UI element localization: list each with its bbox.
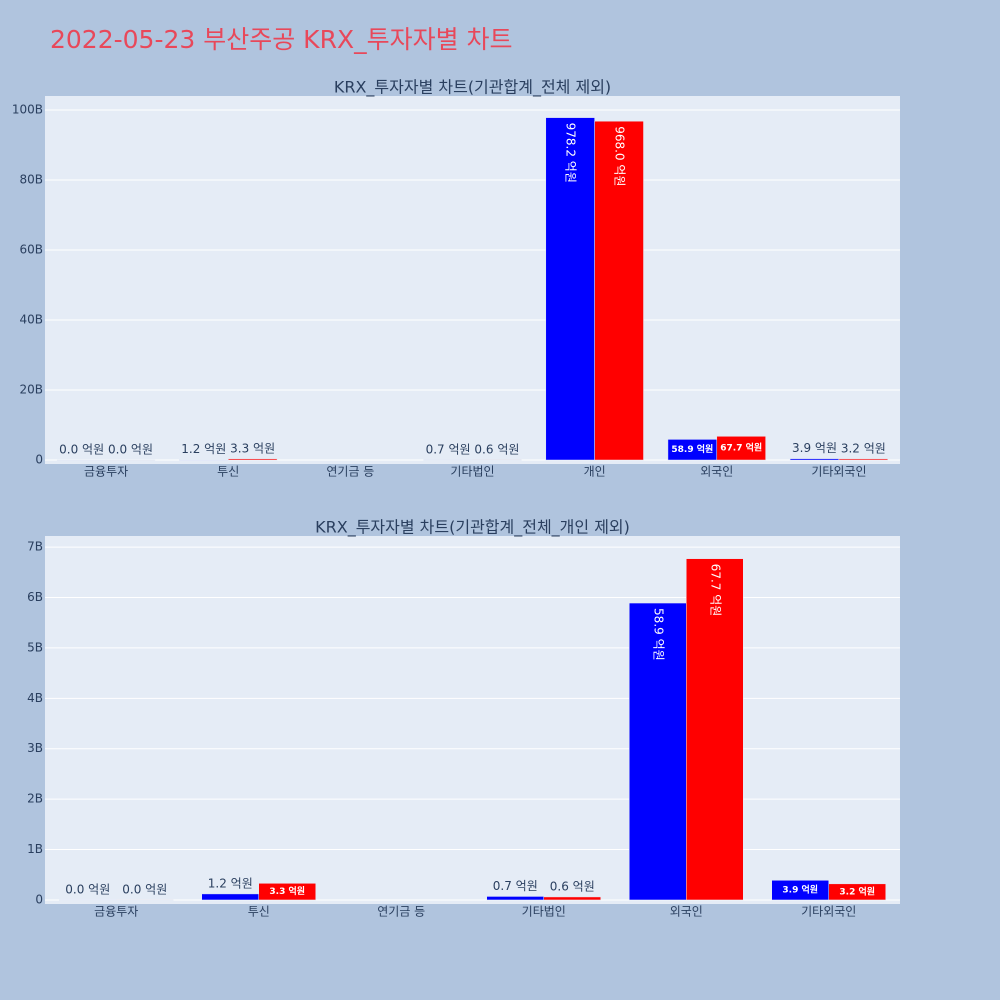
- y-tick-label: 1B: [27, 842, 43, 856]
- bar: [594, 120, 644, 461]
- x-tick-label: 금융투자: [84, 465, 128, 479]
- x-tick-label: 기타법인: [522, 905, 566, 919]
- bar: [789, 458, 840, 461]
- x-tick-label: 투신: [248, 905, 270, 919]
- y-tick-label: 2B: [27, 792, 43, 806]
- data-label: 978.2 억원: [564, 123, 578, 183]
- bar: [179, 459, 229, 461]
- x-tick-label: 연기금 등: [377, 905, 425, 919]
- bar: [629, 602, 687, 901]
- bar: [472, 459, 522, 461]
- y-tick-label: 3B: [27, 741, 43, 755]
- bar: [201, 893, 259, 901]
- x-tick-label: 외국인: [670, 905, 703, 919]
- x-tick-label: 기타외국인: [811, 465, 866, 479]
- data-label: 0.0 억원: [59, 443, 104, 457]
- y-tick-label: 20B: [19, 383, 43, 397]
- x-tick-label: 연기금 등: [326, 465, 374, 479]
- x-tick-label: 기타외국인: [801, 905, 856, 919]
- x-tick-label: 외국인: [700, 465, 733, 479]
- bar: [543, 896, 601, 901]
- y-tick-label: 60B: [19, 243, 43, 257]
- data-label: 0.6 억원: [550, 879, 595, 893]
- y-tick-label: 0: [35, 892, 43, 906]
- plot-area: [45, 536, 900, 904]
- y-tick-label: 6B: [27, 590, 43, 604]
- data-label: 3.3 억원: [269, 885, 305, 897]
- bar: [258, 883, 316, 901]
- x-tick-label: 개인: [584, 465, 606, 479]
- data-label: 3.3 억원: [230, 441, 275, 455]
- data-label: 0.0 억원: [65, 882, 110, 896]
- data-label: 0.0 억원: [122, 882, 167, 896]
- data-label: 3.2 억원: [839, 885, 875, 897]
- data-label: 58.9 억원: [651, 608, 665, 661]
- x-tick-label: 투신: [217, 465, 239, 479]
- chart-title: KRX_투자자별 차트(기관합계_전체 제외): [334, 78, 611, 98]
- data-label: 0.0 억원: [108, 443, 153, 457]
- data-label: 67.7 억원: [708, 564, 722, 617]
- bar: [486, 896, 544, 901]
- bar: [116, 899, 174, 901]
- data-label: 0.6 억원: [474, 442, 519, 456]
- y-tick-label: 80B: [19, 173, 43, 187]
- y-tick-label: 5B: [27, 640, 43, 654]
- data-label: 968.0 억원: [613, 126, 627, 186]
- data-label: 1.2 억원: [208, 876, 253, 890]
- x-tick-label: 기타법인: [450, 465, 494, 479]
- y-tick-label: 40B: [19, 313, 43, 327]
- bar: [828, 883, 886, 901]
- y-tick-label: 100B: [12, 103, 43, 117]
- bar: [56, 459, 107, 461]
- data-label: 58.9 억원: [671, 443, 713, 455]
- chart-title: KRX_투자자별 차트(기관합계_전체_개인 제외): [315, 518, 630, 538]
- data-label: 3.9 억원: [782, 884, 818, 896]
- y-tick-label: 0: [35, 453, 43, 467]
- bar: [716, 436, 766, 461]
- bar: [227, 458, 278, 461]
- y-tick-label: 4B: [27, 691, 43, 705]
- x-tick-label: 금융투자: [94, 905, 138, 919]
- data-label: 0.7 억원: [426, 442, 471, 456]
- y-tick-label: 7B: [27, 540, 43, 554]
- data-label: 67.7 억원: [720, 442, 762, 454]
- bar: [105, 459, 156, 461]
- data-label: 3.9 억원: [792, 441, 837, 455]
- bar: [686, 558, 744, 901]
- data-label: 0.7 억원: [493, 879, 538, 893]
- bar: [838, 458, 889, 461]
- page-title: 2022-05-23 부산주공 KRX_투자자별 차트: [50, 25, 513, 54]
- bar: [59, 899, 117, 901]
- bar: [423, 459, 473, 461]
- plot-area: [45, 96, 900, 464]
- data-label: 3.2 억원: [841, 441, 886, 455]
- data-label: 1.2 억원: [181, 442, 226, 456]
